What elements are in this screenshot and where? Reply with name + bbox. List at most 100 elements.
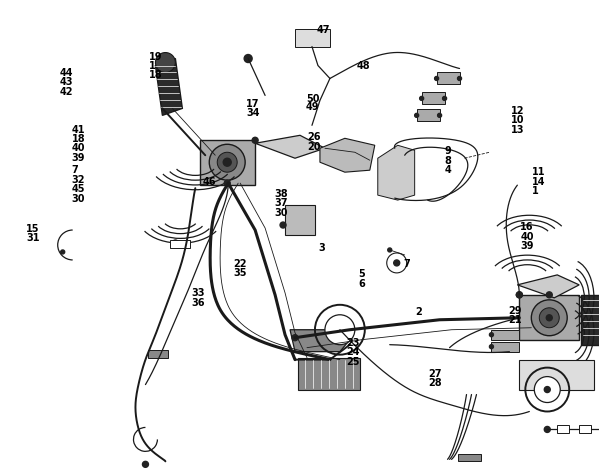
Text: 9: 9 — [445, 146, 452, 156]
Text: 32: 32 — [71, 175, 85, 185]
Circle shape — [490, 345, 493, 349]
Circle shape — [546, 292, 552, 298]
Text: 25: 25 — [347, 357, 360, 367]
Text: 22: 22 — [233, 258, 247, 268]
Polygon shape — [491, 330, 520, 340]
Circle shape — [437, 114, 442, 117]
Circle shape — [544, 387, 550, 392]
Text: 6: 6 — [359, 279, 365, 289]
Text: 28: 28 — [428, 379, 442, 389]
Polygon shape — [148, 350, 169, 358]
Text: 11: 11 — [532, 167, 545, 177]
Circle shape — [387, 253, 407, 273]
Text: 4: 4 — [445, 165, 452, 175]
Polygon shape — [170, 240, 190, 248]
Circle shape — [325, 315, 355, 345]
Text: 18: 18 — [71, 134, 85, 144]
Circle shape — [394, 260, 400, 266]
Text: 17: 17 — [246, 99, 260, 109]
Text: 7: 7 — [403, 258, 410, 268]
Polygon shape — [416, 109, 440, 121]
Circle shape — [544, 427, 550, 432]
Text: 19: 19 — [149, 52, 163, 62]
Text: 29: 29 — [508, 306, 521, 316]
Text: 24: 24 — [347, 347, 360, 357]
Text: 10: 10 — [511, 115, 524, 125]
Polygon shape — [520, 295, 579, 340]
Polygon shape — [458, 455, 481, 461]
Circle shape — [535, 377, 560, 402]
Circle shape — [155, 53, 175, 73]
Circle shape — [209, 144, 245, 180]
Text: 30: 30 — [275, 208, 289, 218]
Text: 37: 37 — [275, 199, 289, 209]
Circle shape — [415, 114, 419, 117]
Text: 46: 46 — [203, 177, 217, 187]
Polygon shape — [520, 360, 594, 389]
Text: 30: 30 — [71, 194, 85, 204]
Circle shape — [292, 335, 298, 341]
Text: 20: 20 — [307, 142, 320, 152]
Text: 18: 18 — [149, 70, 163, 80]
Circle shape — [388, 248, 392, 252]
Text: 33: 33 — [191, 288, 205, 298]
Circle shape — [224, 180, 230, 186]
Circle shape — [532, 300, 567, 336]
Text: 2: 2 — [415, 307, 422, 317]
Polygon shape — [491, 342, 520, 352]
Text: 44: 44 — [59, 67, 73, 78]
Polygon shape — [320, 138, 375, 172]
Text: 12: 12 — [511, 105, 524, 115]
Text: 1: 1 — [149, 61, 156, 71]
Text: 27: 27 — [428, 369, 442, 379]
Text: 3: 3 — [318, 243, 325, 253]
Text: 40: 40 — [71, 143, 85, 153]
Text: 5: 5 — [359, 269, 365, 279]
Polygon shape — [517, 275, 579, 298]
Circle shape — [434, 76, 439, 80]
Polygon shape — [200, 140, 255, 185]
Text: 40: 40 — [520, 231, 533, 242]
Polygon shape — [437, 73, 460, 85]
Text: 13: 13 — [511, 124, 524, 134]
Text: 35: 35 — [233, 268, 247, 278]
Text: 47: 47 — [317, 25, 330, 35]
Circle shape — [217, 152, 237, 172]
Polygon shape — [290, 330, 350, 352]
Text: 36: 36 — [191, 298, 205, 308]
Polygon shape — [581, 295, 600, 345]
Circle shape — [280, 222, 286, 228]
Text: 38: 38 — [275, 189, 289, 199]
Circle shape — [252, 137, 258, 143]
Text: 14: 14 — [532, 177, 545, 187]
Text: 43: 43 — [59, 77, 73, 87]
Text: 49: 49 — [306, 102, 319, 112]
Text: 1: 1 — [532, 186, 539, 196]
Text: 23: 23 — [347, 338, 360, 348]
Text: 16: 16 — [520, 222, 533, 232]
Circle shape — [443, 96, 446, 100]
Polygon shape — [579, 426, 591, 433]
Polygon shape — [295, 28, 330, 47]
Polygon shape — [557, 426, 569, 433]
Polygon shape — [378, 145, 415, 200]
Text: 39: 39 — [71, 153, 85, 163]
Circle shape — [517, 292, 523, 298]
Polygon shape — [285, 205, 315, 235]
Circle shape — [490, 332, 493, 337]
Polygon shape — [255, 135, 325, 158]
Circle shape — [419, 96, 424, 100]
Circle shape — [142, 461, 148, 467]
Circle shape — [244, 55, 252, 63]
Text: 21: 21 — [508, 315, 521, 325]
Text: 42: 42 — [59, 86, 73, 96]
Circle shape — [546, 315, 552, 321]
Polygon shape — [422, 93, 445, 104]
Text: 31: 31 — [26, 233, 40, 244]
Text: 39: 39 — [520, 241, 533, 251]
Circle shape — [61, 250, 65, 254]
Text: 7: 7 — [71, 165, 78, 175]
Circle shape — [458, 76, 461, 80]
Text: 45: 45 — [71, 184, 85, 194]
Text: 8: 8 — [445, 156, 452, 166]
